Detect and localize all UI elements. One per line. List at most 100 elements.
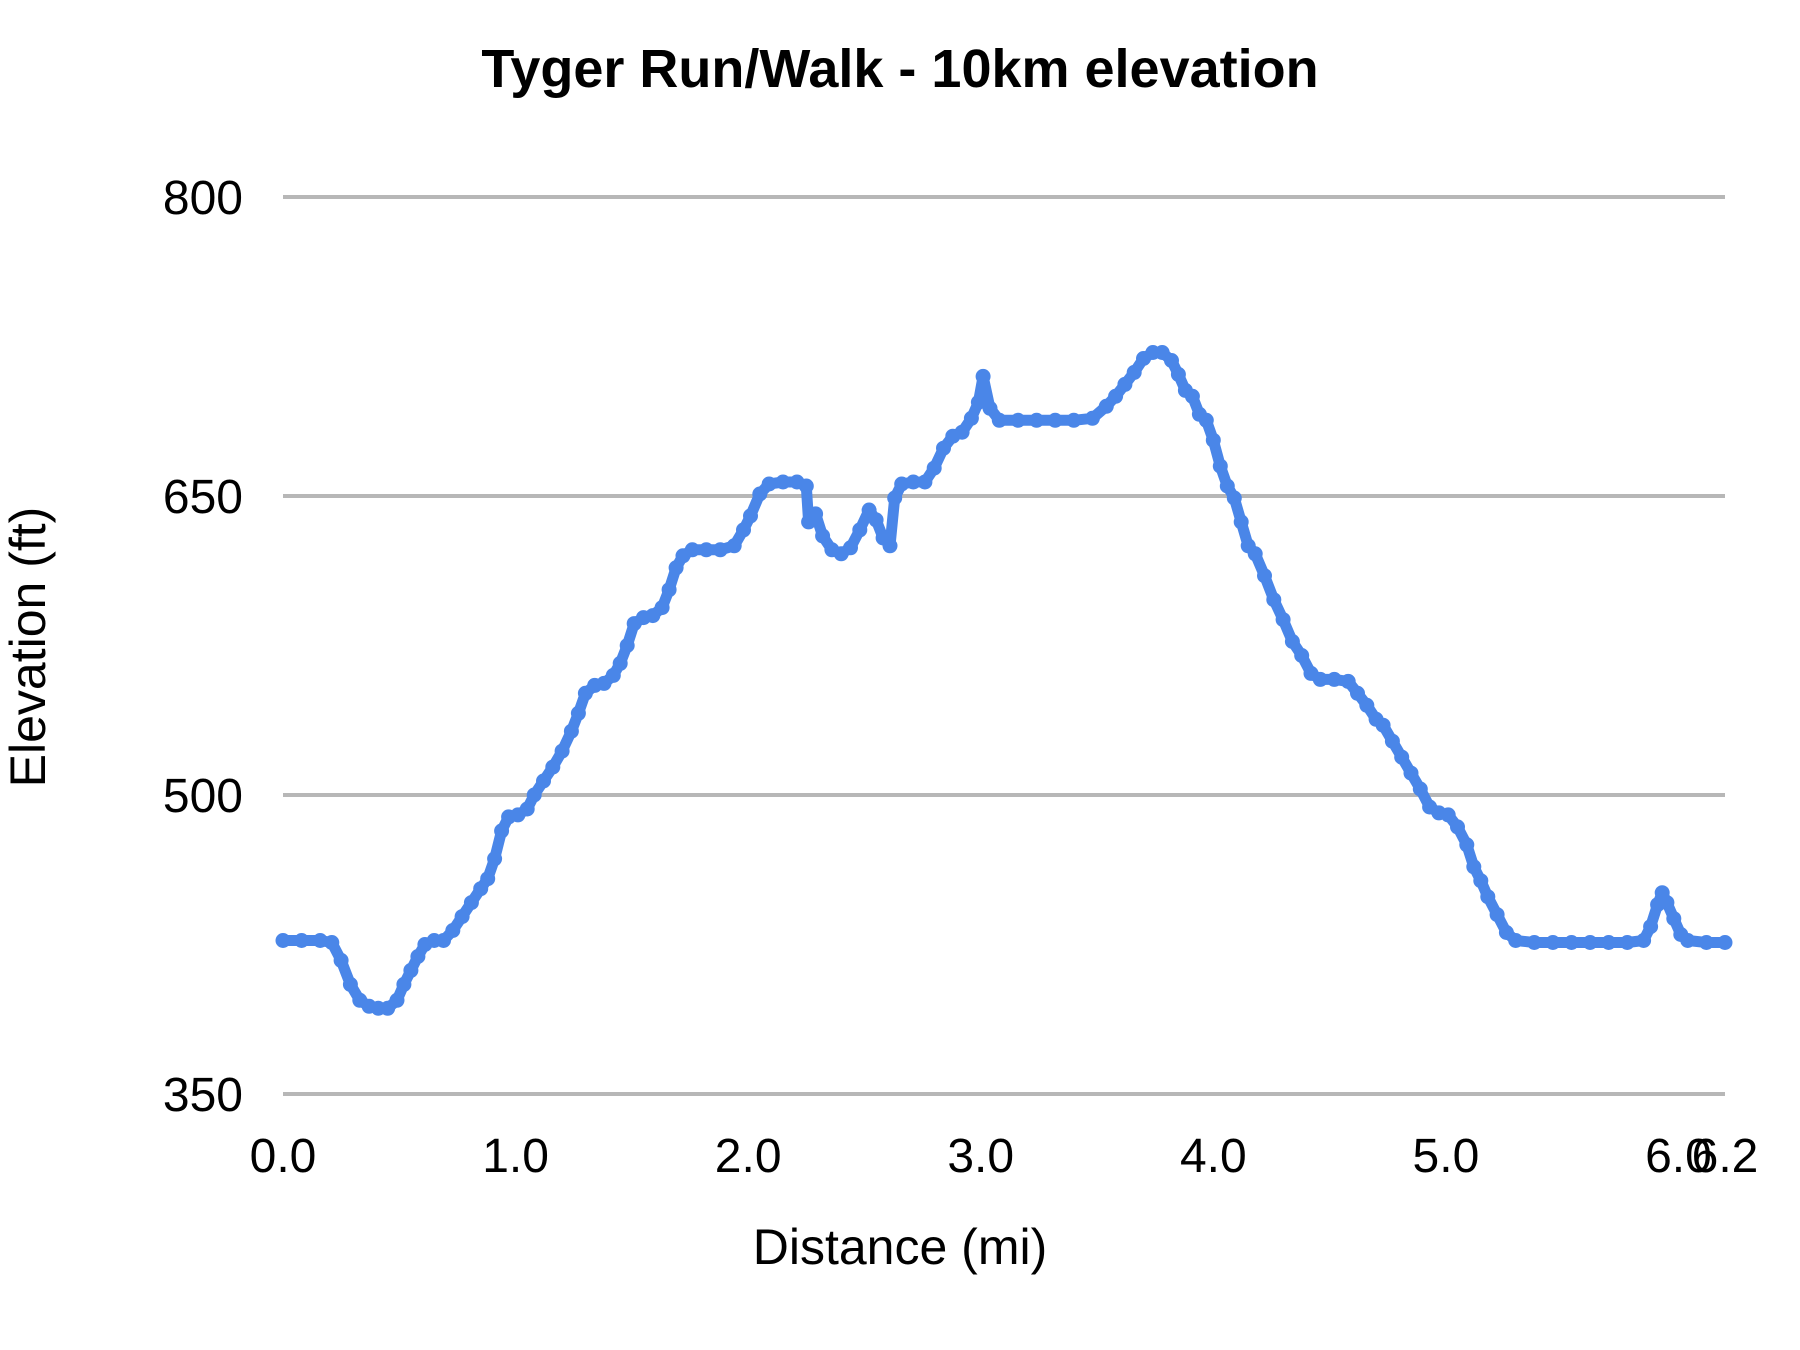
data-point-marker — [445, 923, 461, 938]
data-point-marker — [1473, 873, 1489, 889]
data-point-marker — [619, 638, 635, 653]
y-tick-labels: 350 500 650 800 — [163, 172, 243, 1122]
data-point-marker — [463, 895, 479, 911]
data-point-marker — [1198, 412, 1214, 428]
x-tick-label: 1.0 — [482, 1130, 549, 1183]
chart-title: Tyger Run/Walk - 10km elevation — [481, 39, 1319, 99]
data-point-marker — [1029, 412, 1045, 428]
data-point-marker — [808, 506, 824, 522]
x-tick-label: 6.0 — [1645, 1130, 1712, 1183]
x-tick-labels: 0.0 1.0 2.0 3.0 4.0 5.0 6.06.2 — [250, 1130, 1759, 1183]
data-point-marker — [1126, 364, 1142, 380]
data-point-marker — [982, 400, 998, 416]
x-tick-label: 5.0 — [1413, 1130, 1480, 1183]
data-point-marker — [554, 743, 570, 759]
data-point-marker — [684, 542, 700, 558]
data-point-marker — [936, 440, 951, 456]
data-point-marker — [1545, 935, 1561, 950]
data-point-marker — [1340, 673, 1356, 689]
data-point-marker — [1284, 634, 1300, 649]
data-point-marker — [1384, 733, 1400, 749]
data-point-marker — [736, 522, 751, 538]
x-axis-title: Distance (mi) — [752, 1219, 1048, 1275]
data-point-marker — [1219, 478, 1235, 494]
data-point-marker — [1233, 514, 1249, 530]
data-point-marker — [563, 723, 579, 739]
data-point-marker — [970, 394, 986, 410]
data-point-marker — [798, 478, 814, 494]
data-point-marker — [1403, 765, 1419, 781]
data-point-marker — [1294, 648, 1310, 663]
data-point-marker — [1212, 458, 1228, 474]
data-point-marker — [536, 773, 551, 789]
data-point-marker — [963, 410, 979, 426]
elevation-series-line — [275, 345, 1733, 1016]
data-point-marker — [519, 801, 535, 817]
data-point-marker — [712, 542, 728, 558]
x-tick-label: 0.0 — [250, 1130, 317, 1183]
data-point-marker — [905, 474, 921, 490]
data-point-marker — [410, 949, 426, 964]
data-point-marker — [1508, 933, 1524, 948]
data-point-marker — [1047, 412, 1063, 428]
data-point-marker — [1412, 781, 1428, 797]
x-tick-label: 2.0 — [715, 1130, 782, 1183]
data-point-marker — [1205, 432, 1221, 448]
data-point-marker — [1636, 933, 1652, 948]
data-point-marker — [494, 823, 510, 839]
data-point-marker — [312, 933, 328, 948]
data-point-marker — [526, 787, 542, 803]
data-point-marker — [294, 933, 310, 948]
data-point-marker — [1717, 935, 1733, 950]
data-point-marker — [1459, 837, 1475, 853]
data-point-marker — [487, 851, 503, 867]
data-point-marker — [775, 474, 791, 490]
data-point-marker — [954, 424, 970, 440]
data-point-marker — [612, 655, 628, 671]
y-tick-label: 650 — [163, 471, 243, 524]
data-point-marker — [1659, 895, 1675, 911]
data-point-marker — [882, 538, 898, 554]
data-point-marker — [975, 368, 991, 384]
data-point-marker — [1170, 366, 1186, 382]
data-point-marker — [1440, 807, 1456, 823]
data-point-marker — [1582, 935, 1598, 950]
data-point-marker — [1698, 935, 1714, 950]
data-point-marker — [1184, 388, 1200, 404]
data-point-marker — [1666, 911, 1682, 927]
data-point-marker — [1466, 859, 1482, 875]
data-point-marker — [815, 528, 831, 544]
data-point-marker — [887, 490, 903, 506]
y-tick-label: 800 — [163, 172, 243, 225]
data-point-marker — [570, 705, 586, 721]
data-point-marker — [1117, 376, 1133, 392]
data-point-marker — [668, 560, 684, 576]
data-point-marker — [436, 933, 451, 948]
data-point-marker — [698, 542, 714, 558]
data-point-marker — [1098, 398, 1114, 414]
x-tick-label: 6.2 — [1692, 1130, 1759, 1183]
data-point-marker — [1359, 697, 1375, 713]
data-point-marker — [324, 935, 340, 950]
data-point-marker — [454, 909, 470, 925]
data-point-marker — [852, 522, 868, 538]
data-point-marker — [1643, 919, 1659, 935]
data-point-marker — [342, 976, 358, 992]
data-point-marker — [480, 871, 496, 887]
data-point-marker — [1394, 749, 1410, 765]
data-point-marker — [1108, 388, 1124, 404]
data-point-marker — [545, 759, 561, 775]
data-point-marker — [661, 582, 677, 598]
data-point-marker — [752, 486, 768, 502]
data-point-marker — [396, 976, 412, 992]
data-point-marker — [1326, 671, 1342, 687]
data-point-marker — [1257, 568, 1272, 584]
y-tick-label: 500 — [163, 770, 243, 823]
data-point-marker — [843, 540, 858, 556]
data-point-marker — [1066, 412, 1082, 428]
data-point-marker — [333, 952, 349, 968]
data-point-marker — [1247, 546, 1263, 562]
series-polyline — [277, 347, 1731, 1014]
y-axis-title: Elevation (ft) — [0, 506, 56, 788]
data-point-marker — [1601, 935, 1617, 950]
